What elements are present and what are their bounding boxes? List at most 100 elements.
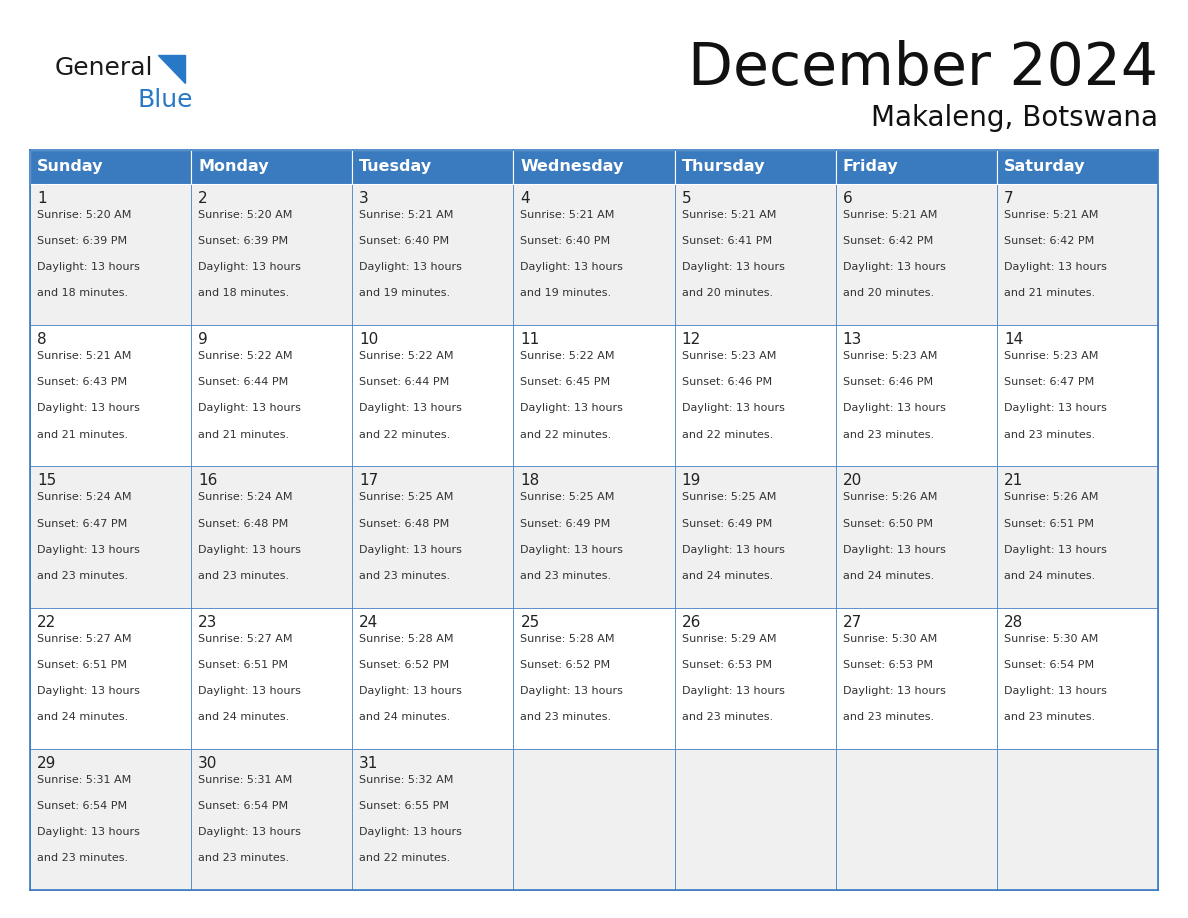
Text: Sunrise: 5:28 AM: Sunrise: 5:28 AM — [359, 633, 454, 644]
Text: Sunrise: 5:21 AM: Sunrise: 5:21 AM — [682, 210, 776, 220]
Bar — [997, 608, 1158, 749]
Text: Sunrise: 5:26 AM: Sunrise: 5:26 AM — [1004, 492, 1098, 502]
Text: 24: 24 — [359, 614, 379, 630]
Text: Sunset: 6:46 PM: Sunset: 6:46 PM — [842, 377, 933, 387]
Text: Sunset: 6:45 PM: Sunset: 6:45 PM — [520, 377, 611, 387]
Text: Sunset: 6:49 PM: Sunset: 6:49 PM — [520, 519, 611, 529]
Bar — [513, 150, 675, 184]
Text: Sunrise: 5:29 AM: Sunrise: 5:29 AM — [682, 633, 776, 644]
Text: Daylight: 13 hours: Daylight: 13 hours — [842, 544, 946, 554]
Bar — [997, 749, 1158, 890]
Text: 8: 8 — [37, 332, 46, 347]
Text: Sunday: Sunday — [37, 160, 103, 174]
Text: 19: 19 — [682, 474, 701, 488]
Text: 10: 10 — [359, 332, 379, 347]
Text: Daylight: 13 hours: Daylight: 13 hours — [520, 403, 624, 413]
Text: Sunrise: 5:25 AM: Sunrise: 5:25 AM — [359, 492, 454, 502]
Bar — [30, 150, 191, 184]
Bar — [30, 466, 191, 608]
Text: Sunrise: 5:23 AM: Sunrise: 5:23 AM — [1004, 352, 1098, 361]
Text: Sunrise: 5:30 AM: Sunrise: 5:30 AM — [842, 633, 937, 644]
Text: Sunrise: 5:32 AM: Sunrise: 5:32 AM — [359, 775, 454, 785]
Text: General: General — [55, 56, 153, 80]
Text: and 22 minutes.: and 22 minutes. — [359, 430, 450, 440]
Text: 2: 2 — [198, 191, 208, 206]
Text: Daylight: 13 hours: Daylight: 13 hours — [37, 827, 140, 837]
Text: 11: 11 — [520, 332, 539, 347]
Text: 21: 21 — [1004, 474, 1023, 488]
Text: Sunset: 6:52 PM: Sunset: 6:52 PM — [520, 660, 611, 670]
Text: 30: 30 — [198, 756, 217, 771]
Text: 25: 25 — [520, 614, 539, 630]
Bar — [513, 466, 675, 608]
Bar — [30, 749, 191, 890]
Text: and 18 minutes.: and 18 minutes. — [37, 288, 128, 298]
Text: Makaleng, Botswana: Makaleng, Botswana — [871, 104, 1158, 132]
Text: Daylight: 13 hours: Daylight: 13 hours — [359, 263, 462, 273]
Text: Sunset: 6:55 PM: Sunset: 6:55 PM — [359, 800, 449, 811]
Text: and 24 minutes.: and 24 minutes. — [37, 712, 128, 722]
Text: Sunrise: 5:22 AM: Sunrise: 5:22 AM — [198, 352, 292, 361]
Bar — [997, 150, 1158, 184]
Text: Thursday: Thursday — [682, 160, 765, 174]
Text: Daylight: 13 hours: Daylight: 13 hours — [682, 263, 784, 273]
Bar — [353, 325, 513, 466]
Text: 18: 18 — [520, 474, 539, 488]
Bar — [353, 749, 513, 890]
Text: Daylight: 13 hours: Daylight: 13 hours — [682, 403, 784, 413]
Text: and 23 minutes.: and 23 minutes. — [682, 712, 772, 722]
Bar — [675, 608, 835, 749]
Text: Sunset: 6:50 PM: Sunset: 6:50 PM — [842, 519, 933, 529]
Text: and 21 minutes.: and 21 minutes. — [1004, 288, 1095, 298]
Bar — [191, 749, 353, 890]
Text: Sunrise: 5:20 AM: Sunrise: 5:20 AM — [198, 210, 292, 220]
Bar — [513, 608, 675, 749]
Text: Wednesday: Wednesday — [520, 160, 624, 174]
Text: 14: 14 — [1004, 332, 1023, 347]
Bar — [835, 749, 997, 890]
Text: 20: 20 — [842, 474, 862, 488]
Bar — [191, 608, 353, 749]
Polygon shape — [158, 55, 185, 83]
Text: 27: 27 — [842, 614, 862, 630]
Text: Daylight: 13 hours: Daylight: 13 hours — [359, 686, 462, 696]
Text: Sunset: 6:48 PM: Sunset: 6:48 PM — [359, 519, 449, 529]
Text: and 24 minutes.: and 24 minutes. — [1004, 571, 1095, 581]
Text: 17: 17 — [359, 474, 379, 488]
Text: Sunset: 6:51 PM: Sunset: 6:51 PM — [1004, 519, 1094, 529]
Text: Sunset: 6:41 PM: Sunset: 6:41 PM — [682, 236, 772, 246]
Text: 29: 29 — [37, 756, 56, 771]
Text: Sunset: 6:47 PM: Sunset: 6:47 PM — [1004, 377, 1094, 387]
Text: 28: 28 — [1004, 614, 1023, 630]
Bar — [191, 150, 353, 184]
Text: Daylight: 13 hours: Daylight: 13 hours — [198, 403, 301, 413]
Text: Sunrise: 5:23 AM: Sunrise: 5:23 AM — [682, 352, 776, 361]
Text: Blue: Blue — [137, 88, 192, 112]
Text: and 23 minutes.: and 23 minutes. — [842, 712, 934, 722]
Text: Daylight: 13 hours: Daylight: 13 hours — [37, 544, 140, 554]
Text: and 24 minutes.: and 24 minutes. — [682, 571, 773, 581]
Bar — [513, 749, 675, 890]
Bar — [353, 184, 513, 325]
Text: Daylight: 13 hours: Daylight: 13 hours — [37, 263, 140, 273]
Text: Sunset: 6:39 PM: Sunset: 6:39 PM — [198, 236, 289, 246]
Text: Sunset: 6:44 PM: Sunset: 6:44 PM — [359, 377, 449, 387]
Text: 22: 22 — [37, 614, 56, 630]
Text: Daylight: 13 hours: Daylight: 13 hours — [359, 827, 462, 837]
Text: and 23 minutes.: and 23 minutes. — [37, 571, 128, 581]
Text: Sunrise: 5:21 AM: Sunrise: 5:21 AM — [37, 352, 132, 361]
Text: Sunrise: 5:22 AM: Sunrise: 5:22 AM — [359, 352, 454, 361]
Bar — [835, 150, 997, 184]
Text: Daylight: 13 hours: Daylight: 13 hours — [842, 403, 946, 413]
Text: Daylight: 13 hours: Daylight: 13 hours — [1004, 403, 1107, 413]
Text: Daylight: 13 hours: Daylight: 13 hours — [359, 544, 462, 554]
Text: Sunrise: 5:21 AM: Sunrise: 5:21 AM — [842, 210, 937, 220]
Text: Daylight: 13 hours: Daylight: 13 hours — [682, 544, 784, 554]
Text: Daylight: 13 hours: Daylight: 13 hours — [198, 686, 301, 696]
Bar — [675, 466, 835, 608]
Text: 7: 7 — [1004, 191, 1013, 206]
Text: Sunset: 6:53 PM: Sunset: 6:53 PM — [842, 660, 933, 670]
Text: Sunset: 6:52 PM: Sunset: 6:52 PM — [359, 660, 449, 670]
Text: 16: 16 — [198, 474, 217, 488]
Text: 9: 9 — [198, 332, 208, 347]
